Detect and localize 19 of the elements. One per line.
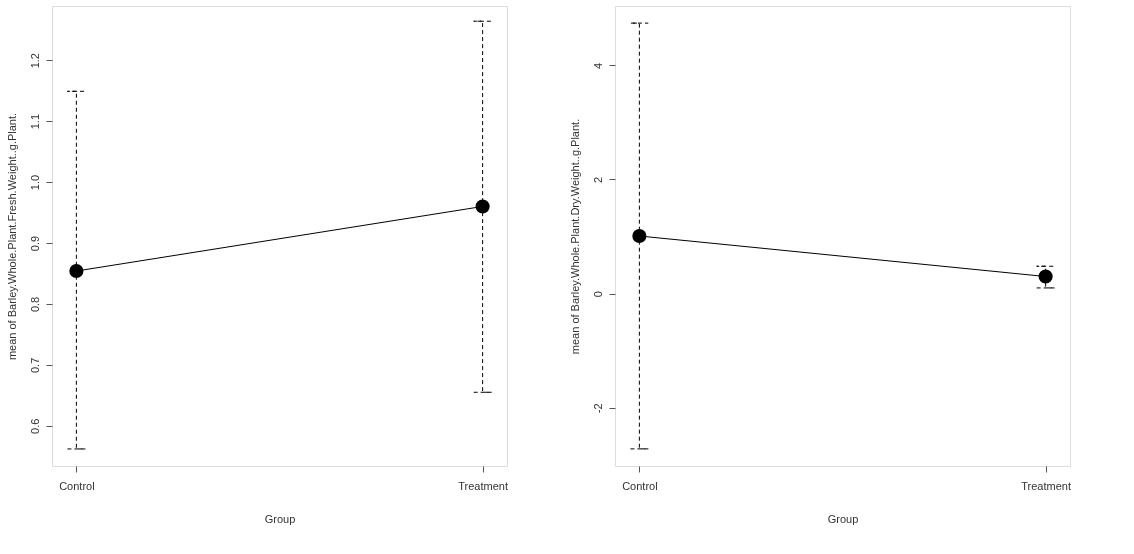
x-axis-title: Group: [827, 512, 859, 525]
y-tick-label: 1.0: [28, 174, 41, 191]
y-tick-label: 0.8: [28, 296, 41, 313]
y-tick-label: 0.7: [28, 357, 41, 374]
y-tick-label: 1.2: [28, 53, 41, 69]
y-axis-title: mean of Barley.Whole.Plant.Dry.Weight..g.Plant.: [568, 118, 581, 355]
x-tick-label: Treatment: [1021, 479, 1071, 492]
y-tick-label: 0.9: [28, 235, 41, 252]
x-axis-title: Group: [264, 512, 296, 525]
y-tick-label: 0: [591, 291, 604, 298]
y-tick-label: 1.1: [28, 114, 41, 130]
y-axis-title: mean of Barley.Whole.Plant.Fresh.Weight..g.Plant.: [5, 112, 18, 361]
y-tick-label: 4: [591, 62, 604, 69]
x-tick-label: Control: [622, 479, 658, 492]
y-tick-label: 0.6: [28, 418, 41, 434]
x-tick-label: Control: [59, 479, 95, 492]
y-tick-label: 2: [591, 176, 604, 184]
x-tick-label: Treatment: [458, 479, 508, 492]
y-tick-label: -2: [591, 403, 604, 414]
